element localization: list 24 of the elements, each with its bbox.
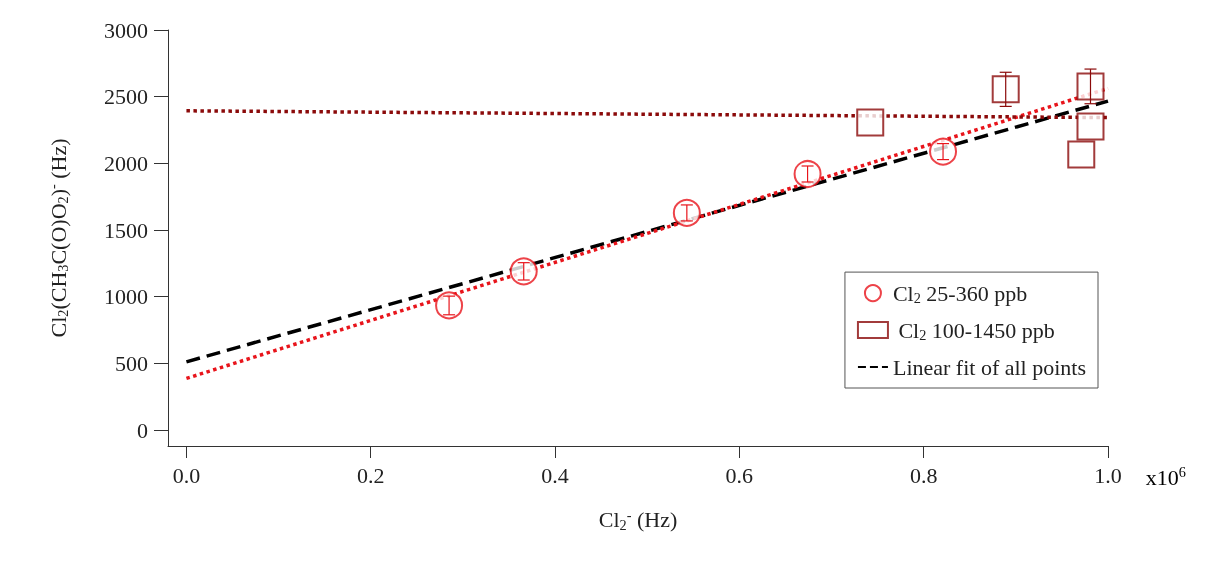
y-tick-label: 1000 [104, 284, 148, 310]
point [509, 257, 538, 286]
text: Cl2(CH3C(O)O2)- (Hz) [45, 138, 71, 338]
legend-label: Cl2 25-360 ppb [892, 280, 1028, 307]
x-tick-label: 1.0 [1094, 462, 1122, 488]
x-tick-label: 0.8 [909, 462, 938, 488]
y-tick-label: 2500 [104, 84, 148, 110]
point [1067, 140, 1096, 169]
y-tick-label: 2000 [104, 150, 148, 176]
legend-label: Cl2 100-1450 ppb [892, 317, 1055, 343]
x-tick-label: 0.2 [357, 462, 385, 488]
legend-label: Linear fit of all points [892, 354, 1086, 380]
x-tick-label: 0.6 [725, 462, 754, 488]
x-tick-label: 0.0 [172, 462, 201, 488]
point [1076, 72, 1105, 101]
y-tick-label: 0 [137, 417, 148, 443]
x-axis-title: Cl2- (Hz) [598, 507, 678, 533]
y-tick-label: 500 [115, 350, 148, 376]
y-tick-label: 1500 [104, 217, 148, 243]
point [1076, 112, 1105, 141]
y-tick-label: 3000 [104, 17, 148, 43]
x-tick-label: 0.4 [541, 462, 569, 488]
point [991, 75, 1020, 104]
point [856, 108, 885, 137]
